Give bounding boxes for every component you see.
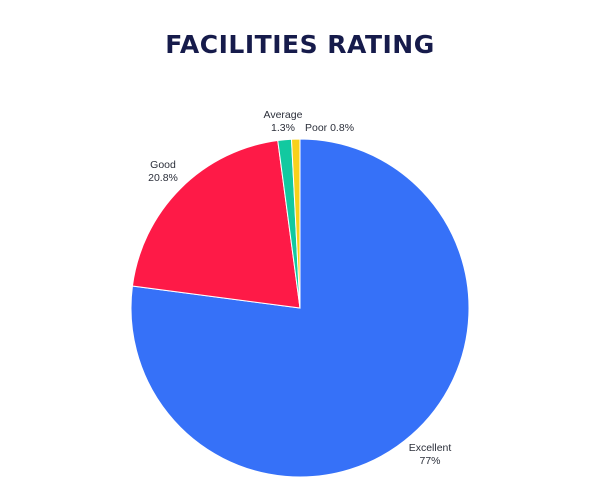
- chart-title: FACILITIES RATING: [165, 30, 435, 59]
- slice-label-excellent: Excellent 77%: [409, 442, 452, 467]
- slice-label-good: Good 20.8%: [148, 159, 178, 184]
- slice-label-poor: Poor 0.8%: [305, 122, 354, 134]
- pie-slice-poor: [290, 138, 301, 309]
- pie-slice-good: [131, 139, 301, 309]
- slice-label-average: Average 1.3%: [264, 109, 303, 134]
- pie-labels: Excellent 77% Good 20.8% Average 1.3% Poor 0.8…: [148, 109, 451, 467]
- pie-slice-excellent: [130, 138, 470, 478]
- pie-slices: [130, 138, 470, 478]
